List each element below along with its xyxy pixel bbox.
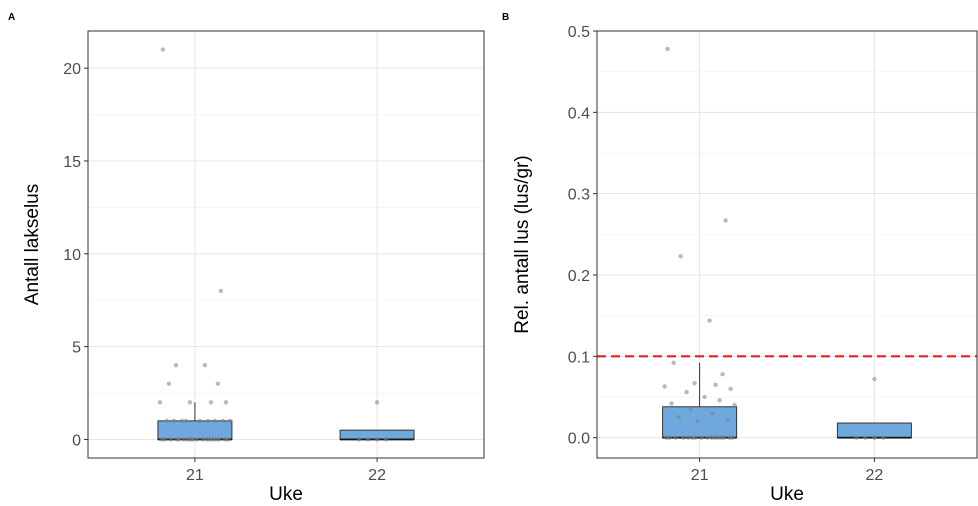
panel-b-ytick-label-5: 0.5 xyxy=(568,24,590,41)
panel-a-ytick-label-4: 20 xyxy=(63,61,81,78)
panel-a-box-21 xyxy=(157,420,233,440)
panel-a-point-21-2 xyxy=(173,362,179,368)
panel-a-point-22-3 xyxy=(374,437,380,442)
panel-b-point-21-2 xyxy=(678,254,683,259)
panel-a-point-21-33 xyxy=(213,437,219,442)
panel-a-point-21-32 xyxy=(159,437,165,442)
panel-a-ytick-label-0: 0 xyxy=(72,432,81,449)
panel-b-point-21-8 xyxy=(662,384,667,389)
panel-b-point-22-4 xyxy=(881,435,886,440)
panel-b-ytick-label-4: 0.4 xyxy=(568,105,590,122)
panel-a-tag: A xyxy=(8,12,15,23)
panel-b-point-22-0 xyxy=(872,376,877,382)
panel-a-border xyxy=(87,30,485,459)
panel-b-point-22-2 xyxy=(863,435,868,440)
panel-b-point-21-5 xyxy=(720,372,725,377)
panel-b-ytick-label-1: 0.1 xyxy=(568,349,590,366)
panel-a-ytick-label-1: 5 xyxy=(72,340,81,357)
panel-a-y-axis-title: Antall lakselus xyxy=(22,184,43,305)
panel-a-point-21-9 xyxy=(223,400,229,405)
panel-a-xtick-label-22: 22 xyxy=(368,467,386,484)
panel-a-point-21-17 xyxy=(171,418,177,424)
panel-b-point-21-14 xyxy=(732,402,737,408)
panel-a-xtick-label-21: 21 xyxy=(186,467,204,484)
panel-a-point-22-2 xyxy=(365,437,371,442)
panel-b-ytick-label-2: 0.2 xyxy=(568,268,590,285)
panel-a-point-21-36 xyxy=(174,437,180,442)
panel-b-point-21-18 xyxy=(725,417,730,422)
panel-b-point-21-9 xyxy=(728,386,733,392)
panel-b-tag: B xyxy=(502,12,509,23)
panel-b-point-21-20 xyxy=(681,435,686,440)
panel-a-point-21-10 xyxy=(179,418,185,424)
panel-a-point-21-1 xyxy=(218,288,224,294)
panel-b-point-21-1 xyxy=(723,218,728,223)
panel-b-point-21-34 xyxy=(693,435,698,440)
panel-b-xtick-label-22: 22 xyxy=(866,467,884,484)
panel-a-point-21-15 xyxy=(183,418,189,424)
panel-a-point-21-21 xyxy=(200,437,206,442)
panel-a-point-21-5 xyxy=(215,381,221,386)
panel-b-border xyxy=(596,30,978,459)
panel-a-point-22-1 xyxy=(356,437,362,442)
panel-a-point-21-4 xyxy=(166,381,172,386)
panel-b-point-22-1 xyxy=(854,435,859,440)
panel-b-point-21-35 xyxy=(712,435,717,440)
panel-b-background xyxy=(597,31,977,458)
panel-a-point-21-8 xyxy=(157,400,163,405)
panel-b-point-21-32 xyxy=(664,435,669,440)
panel-a-point-21-18 xyxy=(220,418,226,424)
panel-b-point-21-6 xyxy=(692,380,697,386)
panel-b-y-axis-title: Rel. antall lus (lus/gr) xyxy=(512,155,533,333)
panel-a-point-22-0 xyxy=(374,400,380,405)
panel-b-ytick-label-3: 0.3 xyxy=(568,187,590,204)
panel-a-point-21-30 xyxy=(181,437,187,442)
panel-b-point-21-33 xyxy=(718,435,723,440)
panel-a-ytick-label-2: 10 xyxy=(63,247,81,264)
panel-b-point-21-0 xyxy=(665,46,670,52)
panel-b-point-21-19 xyxy=(695,419,700,424)
panel-a-point-22-4 xyxy=(383,437,389,442)
panel-a-point-21-35 xyxy=(207,437,213,442)
panel-a-x-axis-title: Uke xyxy=(269,484,303,505)
panel-b-point-21-7 xyxy=(713,382,718,387)
panel-b-point-21-17 xyxy=(676,415,681,420)
panel-b-point-21-16 xyxy=(710,411,715,416)
panel-b-point-21-4 xyxy=(671,360,676,366)
panel-b-point-21-11 xyxy=(702,394,707,400)
panel-b-x-axis-title: Uke xyxy=(770,484,804,505)
panel-a-background xyxy=(88,31,484,458)
panel-a-point-21-13 xyxy=(164,418,170,424)
panel-b-point-21-29 xyxy=(727,435,732,440)
panel-a-point-21-16 xyxy=(205,418,211,424)
panel-b-point-21-15 xyxy=(688,407,693,412)
panel-a-point-21-3 xyxy=(202,362,208,368)
panel-b-point-21-28 xyxy=(699,435,704,440)
panel-b-point-21-27 xyxy=(673,435,678,440)
panel-a-point-21-28 xyxy=(194,437,200,442)
panel-a-point-21-0 xyxy=(160,47,166,52)
panel-a-point-21-27 xyxy=(168,437,174,442)
panel-a-point-21-12 xyxy=(212,418,218,424)
panel-a-point-21-6 xyxy=(187,400,193,405)
panel-a-point-21-34 xyxy=(188,437,194,442)
panel-b-point-21-10 xyxy=(684,389,689,395)
panel-b-point-21-3 xyxy=(707,318,712,323)
panel-b-point-22-3 xyxy=(872,435,877,440)
panel-a-point-21-11 xyxy=(197,418,203,424)
panel-b-point-21-30 xyxy=(686,435,691,440)
panel-b-point-21-21 xyxy=(705,435,710,440)
panel-a-point-21-14 xyxy=(227,418,233,424)
panel-b-point-21-12 xyxy=(717,398,722,403)
panel-a-point-21-29 xyxy=(222,437,228,442)
panel-a-ytick-label-3: 15 xyxy=(63,154,81,171)
panel-b-xtick-label-21: 21 xyxy=(691,467,709,484)
panel-b-ytick-label-0: 0.0 xyxy=(568,431,590,448)
panel-a-point-21-7 xyxy=(208,400,214,405)
panel-b-point-21-13 xyxy=(669,401,674,406)
